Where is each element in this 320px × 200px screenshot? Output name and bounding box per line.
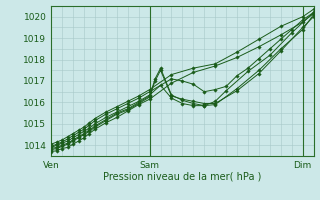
X-axis label: Pression niveau de la mer( hPa ): Pression niveau de la mer( hPa ) bbox=[103, 171, 261, 181]
